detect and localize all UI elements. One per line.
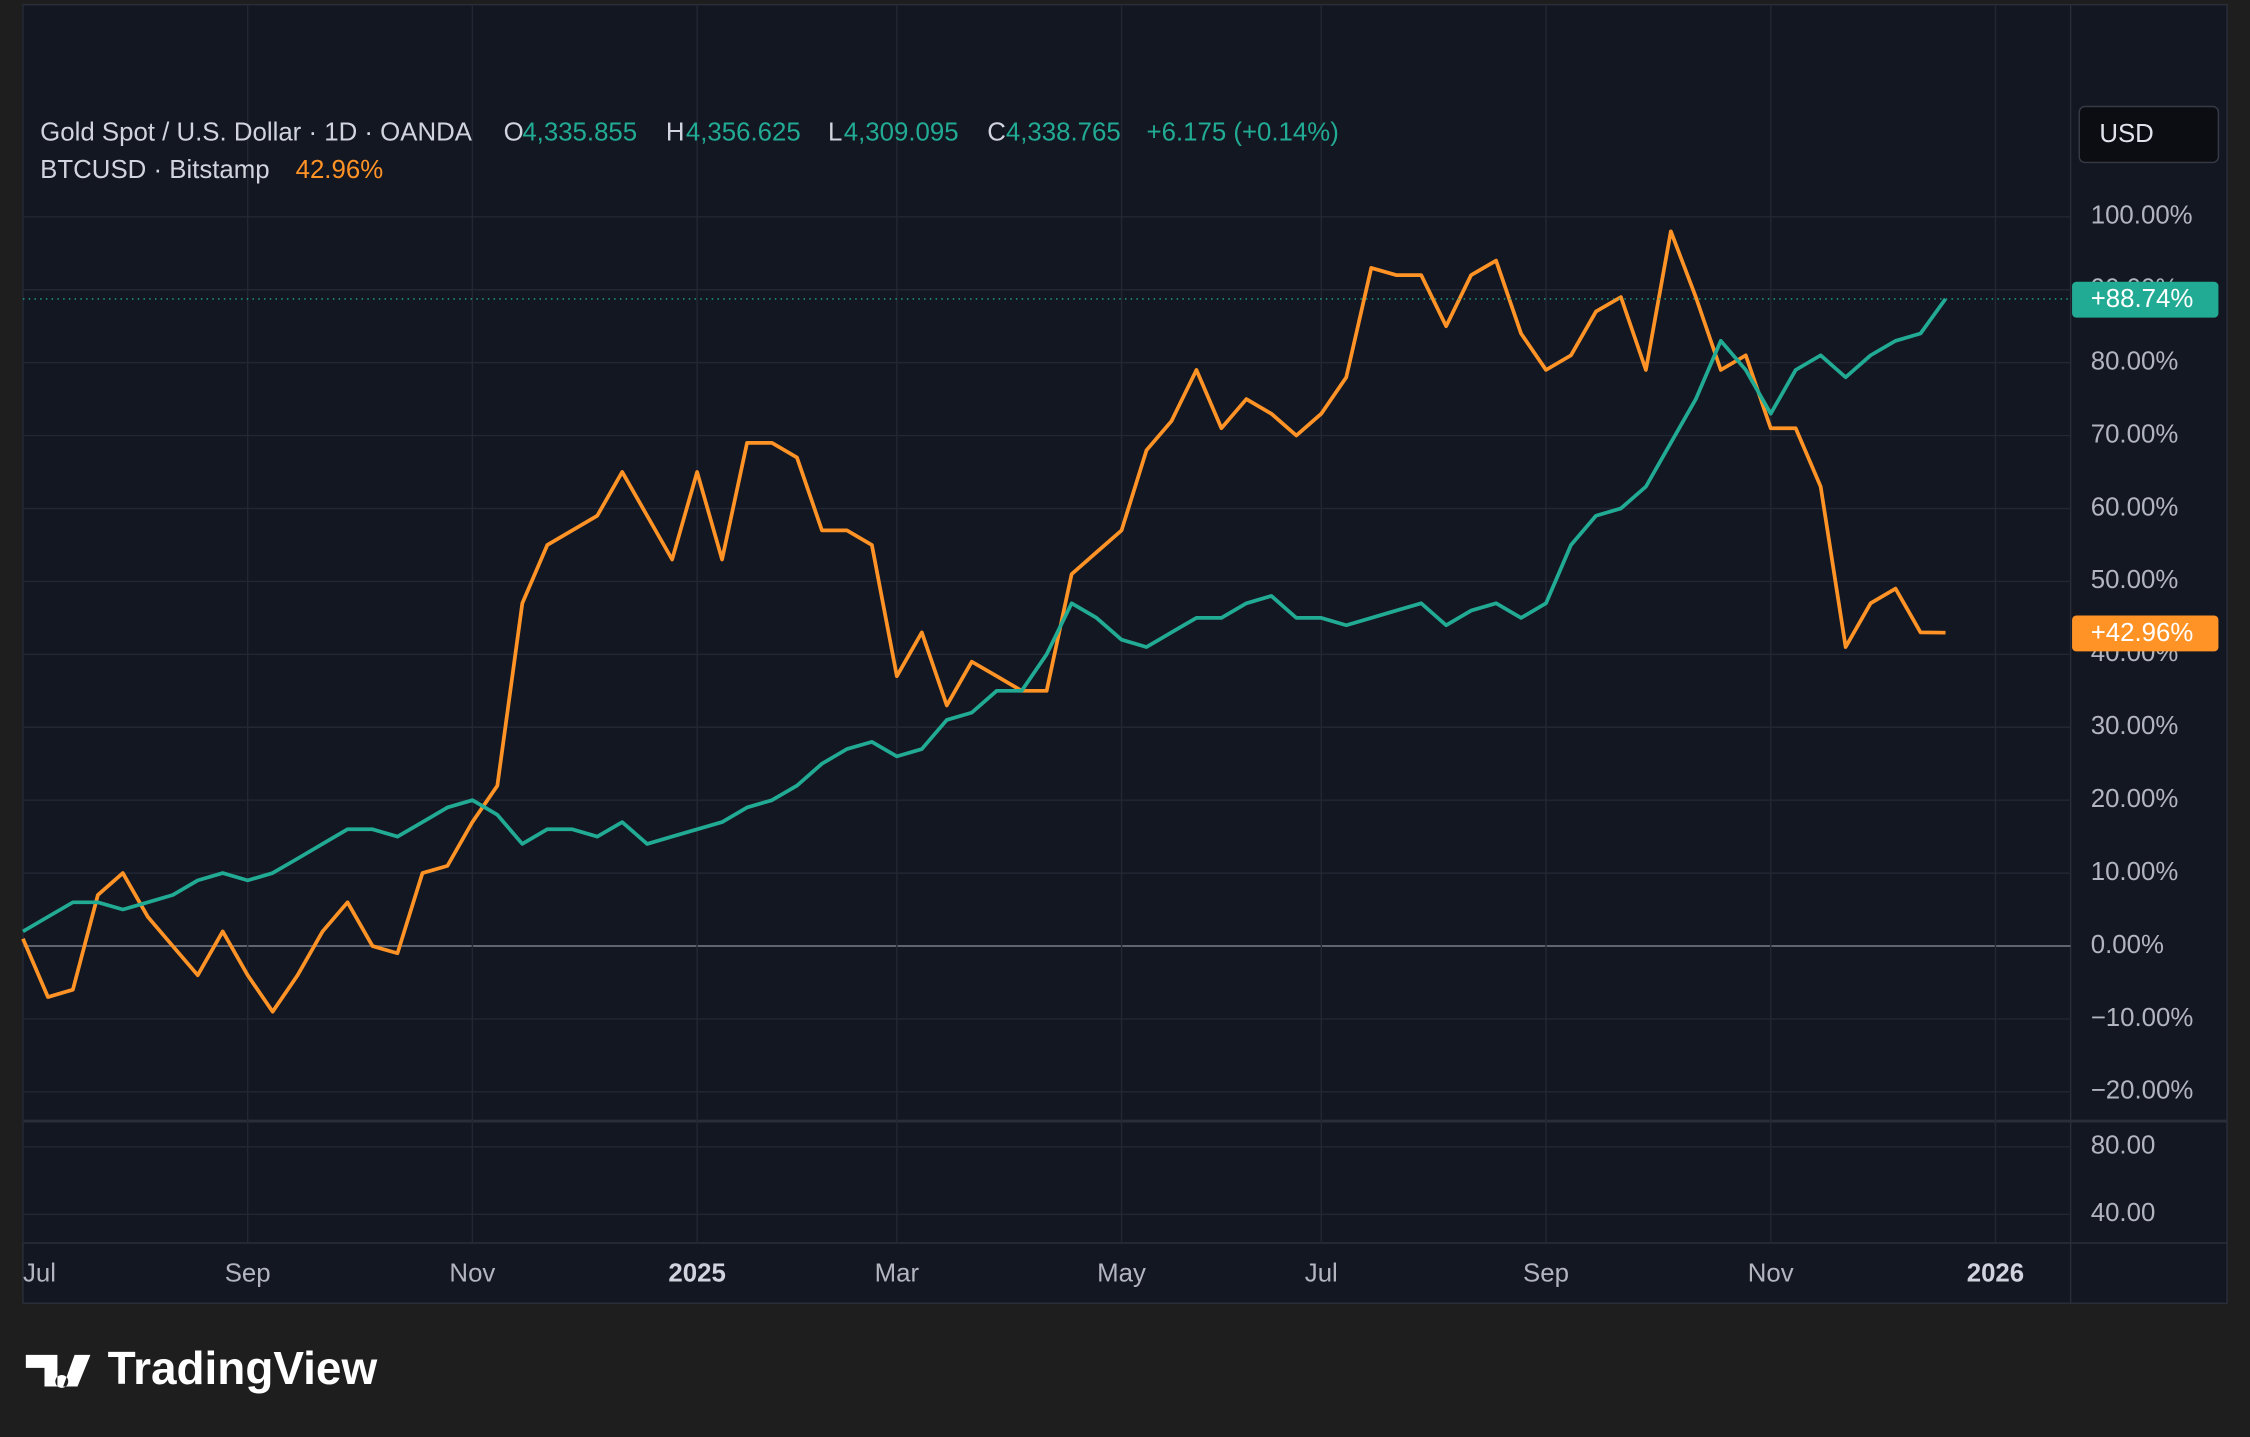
- y-tick-label: 50.00%: [2091, 566, 2179, 594]
- x-tick-label: Sep: [225, 1259, 271, 1287]
- x-tick-label: Nov: [449, 1259, 495, 1287]
- y-tick-label: −10.00%: [2091, 1004, 2194, 1032]
- labels: −20.00% −10.00% 0.00% 10.00% 20.00% 30.00% 40.…: [23, 202, 2219, 1287]
- legend-symbol: Gold Spot / U.S. Dollar · 1D · OANDA: [40, 119, 473, 147]
- logo: TradingView: [25, 1342, 378, 1394]
- y-tick-label: 100.00%: [2091, 202, 2193, 230]
- legend-low: 4,309.095: [844, 119, 959, 147]
- y-tick-label: 70.00%: [2091, 420, 2179, 448]
- currency-button-label[interactable]: USD: [2099, 120, 2154, 148]
- logo-text: TradingView: [108, 1342, 378, 1394]
- x-tick-label: Nov: [1748, 1259, 1794, 1287]
- y-tick-label: −20.00%: [2091, 1077, 2194, 1105]
- x-tick-label: 2026: [1967, 1259, 2024, 1287]
- legend-open: 4,335.855: [522, 119, 637, 147]
- last-value-label: +88.74%: [2091, 285, 2194, 313]
- series-line: [22, 297, 1948, 934]
- y-tick-label: 30.00%: [2091, 712, 2179, 740]
- legend-l-label: L: [828, 119, 842, 147]
- x-tick-label: Jul: [23, 1259, 56, 1287]
- y-tick-label: 0.00%: [2091, 931, 2164, 959]
- y-tick-label: 10.00%: [2091, 858, 2179, 886]
- y-tick-label: 80.00%: [2091, 347, 2179, 375]
- last-value-badge: [2072, 281, 2219, 318]
- marks: [21, 229, 2071, 1014]
- legend-o-label: O: [504, 119, 524, 147]
- currency-button[interactable]: [2078, 105, 2220, 164]
- legend-change: +6.175 (+0.14%): [1147, 119, 1339, 147]
- legend-compare-value: 42.96%: [296, 156, 384, 184]
- lower-y-tick-label: 80.00: [2091, 1132, 2156, 1160]
- series-line: [21, 229, 1946, 1014]
- last-value-badge: [2072, 615, 2219, 652]
- x-tick-label: May: [1097, 1259, 1146, 1287]
- lower-y-tick-label: 40.00: [2091, 1199, 2156, 1227]
- legend-high: 4,356.625: [686, 119, 801, 147]
- legend-c-label: C: [987, 119, 1006, 147]
- x-tick-label: 2025: [668, 1259, 725, 1287]
- last-value-label: +42.96%: [2091, 619, 2194, 647]
- legend-compare-symbol: BTCUSD · Bitstamp: [40, 156, 269, 184]
- x-tick-label: Sep: [1523, 1259, 1569, 1287]
- legend-h-label: H: [666, 119, 685, 147]
- legend-close: 4,338.765: [1006, 119, 1121, 147]
- x-tick-label: Jul: [1305, 1259, 1338, 1287]
- x-tick-label: Mar: [875, 1259, 920, 1287]
- grid: [22, 4, 2071, 1243]
- y-tick-label: 60.00%: [2091, 493, 2179, 521]
- y-tick-label: 20.00%: [2091, 785, 2179, 813]
- logo-mark: [25, 1354, 91, 1388]
